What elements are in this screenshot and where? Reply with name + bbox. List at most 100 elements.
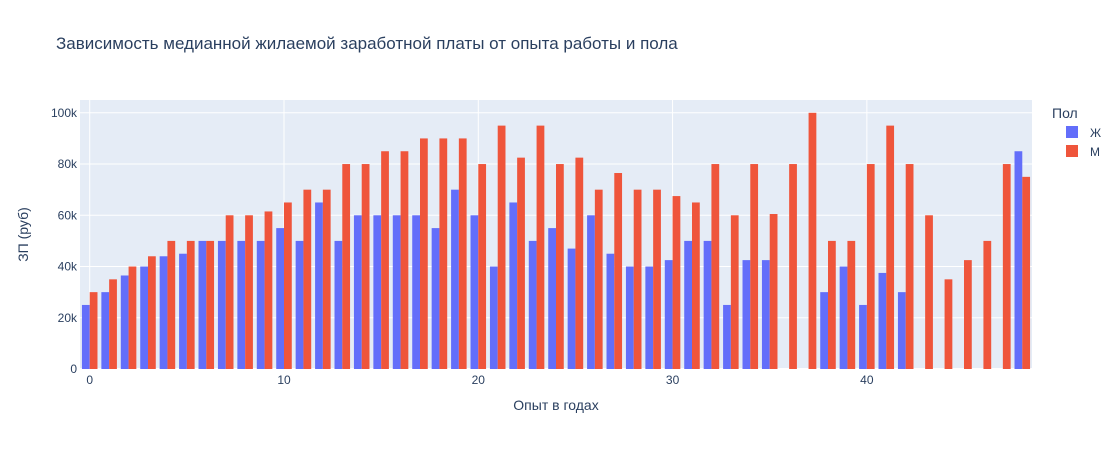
bar-m bbox=[536, 125, 545, 369]
bar-zh bbox=[159, 256, 168, 369]
bar-m bbox=[828, 240, 836, 369]
y-tick-label: 0 bbox=[70, 362, 77, 376]
bar-m bbox=[672, 196, 681, 369]
bar-m bbox=[633, 189, 642, 369]
bar-zh bbox=[859, 304, 867, 369]
bar-zh bbox=[451, 189, 459, 369]
bar-zh bbox=[878, 272, 887, 369]
bar-m bbox=[905, 164, 914, 369]
legend-swatch[interactable] bbox=[1066, 126, 1078, 138]
bar-zh bbox=[606, 253, 615, 369]
chart-title: Зависимость медианной жилаемой заработно… bbox=[56, 34, 678, 53]
y-tick-label: 100k bbox=[51, 106, 78, 120]
x-tick-label: 10 bbox=[277, 373, 291, 387]
bar-zh bbox=[315, 202, 323, 369]
bar-m bbox=[711, 164, 720, 369]
bar-zh bbox=[742, 260, 751, 369]
bar-zh bbox=[625, 266, 634, 369]
bar-zh bbox=[1014, 151, 1023, 369]
bar-m bbox=[750, 164, 759, 369]
bar-m bbox=[886, 125, 895, 369]
bar-m bbox=[439, 138, 448, 369]
bars bbox=[81, 112, 1031, 370]
bar-zh bbox=[587, 215, 595, 369]
bar-m bbox=[964, 260, 972, 369]
bar-zh bbox=[897, 292, 906, 369]
x-tick-label: 20 bbox=[472, 373, 486, 387]
bar-m bbox=[264, 211, 273, 369]
bar-m bbox=[342, 164, 351, 369]
bar-m bbox=[653, 189, 661, 369]
bar-zh bbox=[179, 253, 187, 369]
bar-zh bbox=[489, 266, 498, 369]
bar-m bbox=[517, 157, 525, 369]
legend-swatch[interactable] bbox=[1066, 145, 1078, 157]
bar-zh bbox=[101, 292, 110, 369]
bar-m bbox=[167, 240, 176, 369]
bar-m bbox=[556, 164, 564, 369]
y-tick-label: 20k bbox=[58, 311, 78, 325]
y-axis-label: ЗП (руб) bbox=[15, 207, 31, 262]
bar-zh bbox=[645, 266, 654, 369]
bar-m bbox=[206, 240, 215, 369]
bar-m bbox=[400, 151, 409, 369]
legend: Пол ЖМ bbox=[1052, 105, 1101, 159]
tick-labels: 0 20k 40k 60k 80k 100k 0 10 20 30 40 bbox=[51, 106, 874, 387]
bar-m bbox=[575, 157, 584, 369]
bar-m bbox=[614, 173, 623, 369]
bar-zh bbox=[295, 240, 304, 369]
bar-m bbox=[847, 240, 856, 369]
bar-zh bbox=[509, 202, 518, 369]
bar-m bbox=[866, 164, 875, 369]
bar-zh bbox=[528, 240, 537, 369]
bar-zh bbox=[353, 215, 362, 369]
bar-zh bbox=[412, 215, 420, 369]
bar-m bbox=[225, 215, 234, 369]
bar-zh bbox=[839, 266, 848, 369]
bar-zh bbox=[198, 240, 207, 369]
bar-zh bbox=[431, 228, 440, 369]
bar-m bbox=[730, 215, 739, 369]
bar-zh bbox=[703, 240, 712, 369]
bar-m bbox=[944, 279, 953, 369]
bar-zh bbox=[723, 304, 731, 369]
bar-m bbox=[303, 189, 312, 369]
y-tick-label: 80k bbox=[58, 157, 78, 171]
bar-m bbox=[789, 164, 797, 369]
bar-m bbox=[594, 189, 603, 369]
bar-m bbox=[89, 292, 98, 369]
bar-m bbox=[322, 189, 331, 369]
bar-zh bbox=[81, 304, 90, 369]
x-axis-label: Опыт в годах bbox=[513, 397, 598, 413]
bar-zh bbox=[276, 228, 284, 369]
bar-zh bbox=[237, 240, 246, 369]
bar-m bbox=[478, 164, 487, 369]
x-tick-label: 40 bbox=[860, 373, 874, 387]
legend-label[interactable]: М bbox=[1090, 145, 1100, 159]
bar-m bbox=[420, 138, 428, 369]
bar-m bbox=[692, 202, 700, 369]
bar-zh bbox=[664, 260, 673, 369]
bar-m bbox=[1022, 176, 1031, 369]
bar-m bbox=[109, 279, 117, 369]
legend-label[interactable]: Ж bbox=[1090, 126, 1101, 140]
bar-m bbox=[497, 125, 506, 369]
bar-zh bbox=[392, 215, 401, 369]
bar-zh bbox=[373, 215, 382, 369]
bar-zh bbox=[334, 240, 343, 369]
x-tick-label: 30 bbox=[666, 373, 680, 387]
x-tick-label: 0 bbox=[86, 373, 93, 387]
bar-m bbox=[284, 202, 292, 369]
bar-m bbox=[245, 215, 253, 369]
bar-zh bbox=[217, 240, 226, 369]
bar-zh bbox=[470, 215, 479, 369]
y-tick-label: 60k bbox=[58, 208, 78, 222]
y-tick-label: 40k bbox=[58, 260, 78, 274]
bar-m bbox=[769, 214, 778, 369]
bar-m bbox=[808, 112, 817, 370]
bar-zh bbox=[140, 266, 148, 369]
bar-zh bbox=[256, 240, 265, 369]
bar-m bbox=[361, 164, 370, 369]
